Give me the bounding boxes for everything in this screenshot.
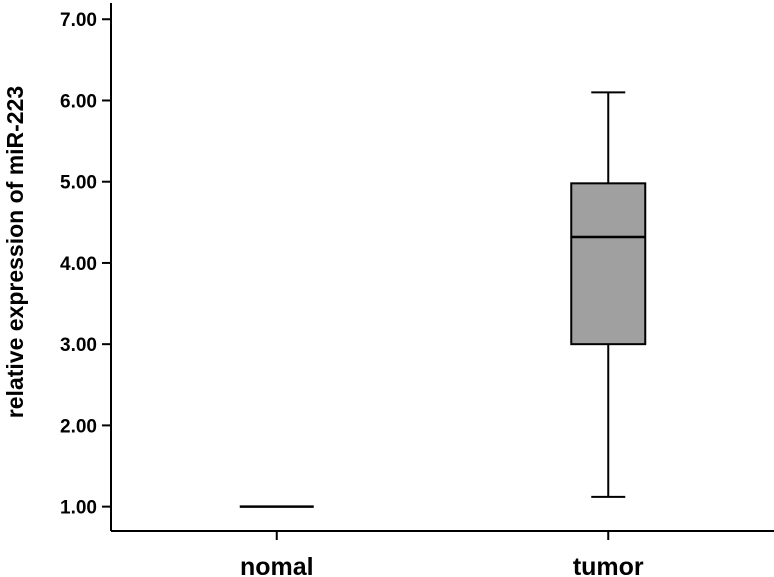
y-tick-label: 1.00 — [60, 498, 97, 519]
iqr-box — [570, 182, 647, 346]
y-tick-label: 7.00 — [60, 10, 97, 31]
y-tick-label: 3.00 — [60, 335, 97, 356]
x-tick-label: tumor — [573, 553, 644, 577]
x-tick-label: nomal — [240, 553, 314, 577]
y-axis-label: relative expression of miR-223 — [2, 86, 28, 418]
x-ticks: nomal tumor — [240, 531, 644, 577]
box-tumor — [570, 91, 647, 498]
y-tick-label: 2.00 — [60, 416, 97, 437]
y-tick-label: 6.00 — [60, 91, 97, 112]
y-ticks: 1.00 2.00 3.00 4.00 5.00 6.00 7.00 — [60, 10, 111, 519]
y-tick-label: 4.00 — [60, 254, 97, 275]
y-tick-label: 5.00 — [60, 173, 97, 194]
boxes — [239, 91, 647, 508]
